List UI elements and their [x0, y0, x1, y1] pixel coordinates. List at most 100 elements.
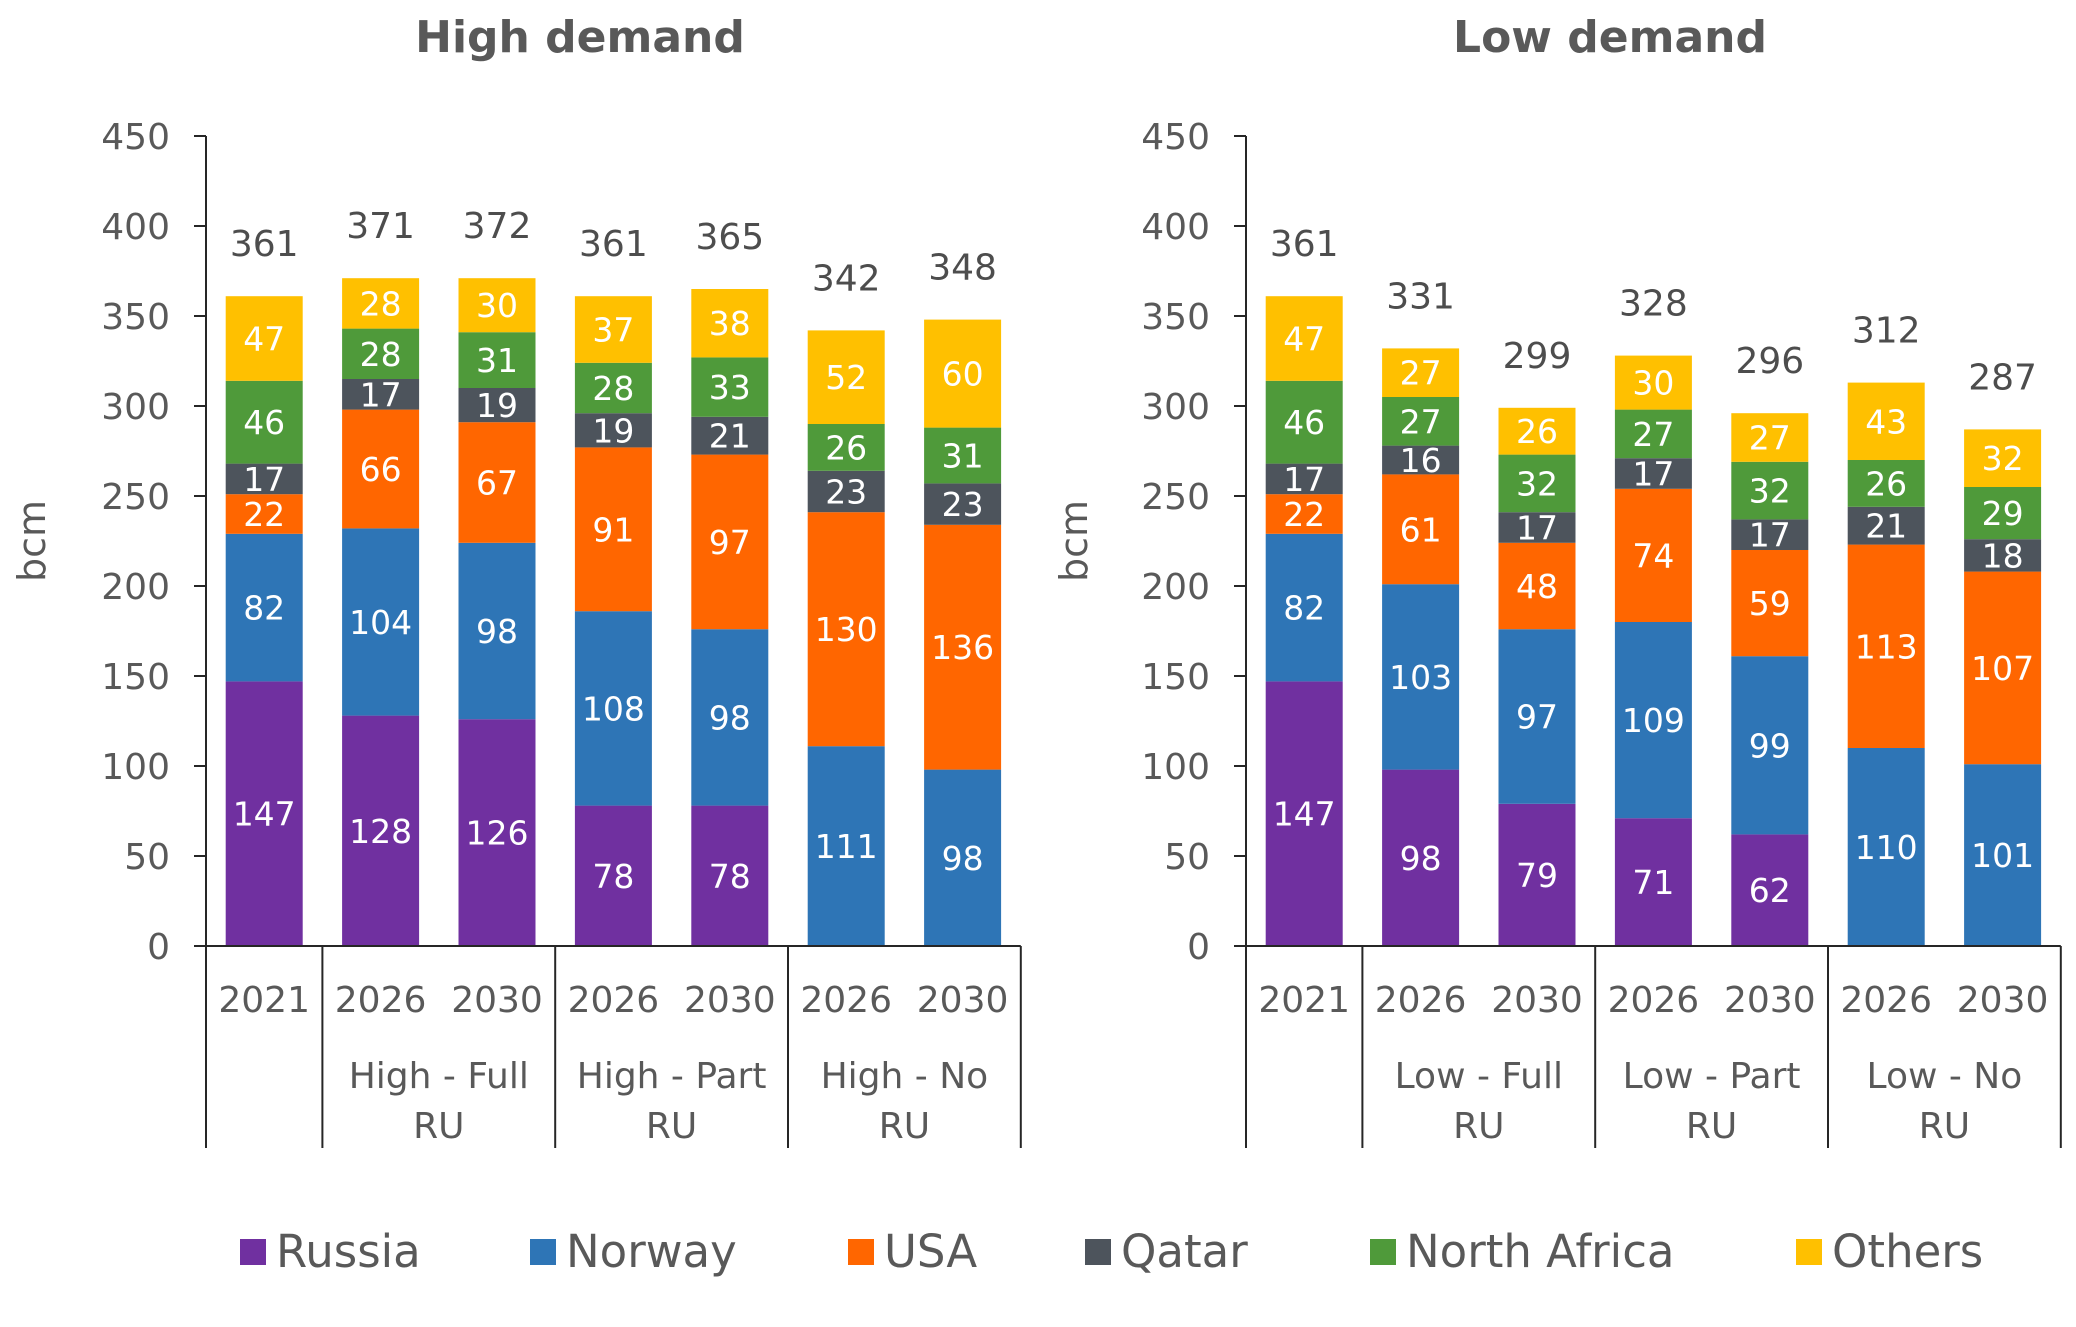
bar-segment-russia	[1498, 803, 1576, 946]
data-label: 97	[1516, 698, 1558, 737]
legend-label: USA	[884, 1225, 978, 1278]
legend-swatch	[1796, 1238, 1822, 1265]
data-label: 59	[1749, 584, 1791, 623]
legend-label: Russia	[276, 1225, 421, 1278]
bar-segment-russia	[225, 681, 303, 946]
total-label: 331	[1386, 276, 1455, 317]
x-tick-label: 2030	[917, 980, 1009, 1021]
data-label: 17	[1632, 455, 1674, 494]
group-label: High - No	[821, 1056, 989, 1097]
bar-segment-usa	[691, 454, 769, 630]
data-label: 47	[1283, 320, 1325, 359]
data-label: 31	[476, 341, 518, 380]
total-label: 342	[812, 258, 881, 299]
data-label: 21	[1865, 507, 1907, 546]
data-label: 110	[1855, 828, 1918, 867]
x-tick-label: 2026	[1840, 980, 1932, 1021]
data-label: 101	[1971, 836, 2034, 875]
group-label: Low - No	[1867, 1056, 2023, 1097]
y-tick-label: 350	[1141, 297, 1210, 338]
group-label: High - Full	[349, 1056, 529, 1097]
x-tick-label: 2030	[1491, 980, 1583, 1021]
data-label: 26	[1865, 464, 1907, 503]
data-label: 30	[1632, 364, 1674, 403]
data-label: 107	[1971, 649, 2034, 688]
y-tick-label: 450	[1141, 117, 1210, 158]
chart-title: High demand	[415, 12, 745, 63]
y-tick-label: 50	[1164, 837, 1210, 878]
data-label: 136	[931, 628, 994, 667]
x-tick-label: 2030	[451, 980, 543, 1021]
y-tick-label: 100	[1141, 747, 1210, 788]
x-tick-label: 2030	[1724, 980, 1816, 1021]
total-label: 371	[346, 206, 415, 247]
legend-item-others: Others	[1796, 1225, 1983, 1278]
data-label: 30	[476, 286, 518, 325]
bar-segment-north-africa	[691, 357, 769, 417]
bar-segment-usa	[342, 409, 420, 529]
data-label: 23	[825, 473, 867, 512]
y-tick-label: 450	[101, 117, 170, 158]
bar-segment-russia	[691, 805, 769, 946]
bar-segment-others	[924, 319, 1002, 428]
bar-segment-norway	[1382, 584, 1460, 770]
bar-segment-russia	[1731, 834, 1809, 946]
bar-segment-usa	[225, 494, 303, 534]
bar-segment-north-africa	[1265, 380, 1343, 464]
bar-segment-norway	[1964, 764, 2042, 946]
legend-swatch	[1085, 1238, 1111, 1265]
data-label: 66	[360, 450, 402, 489]
bar-segment-north-africa	[458, 332, 536, 388]
total-label: 361	[1270, 224, 1339, 265]
data-label: 33	[709, 368, 751, 407]
data-label: 126	[466, 814, 529, 853]
data-label: 29	[1982, 494, 2024, 533]
bar-segment-norway	[1731, 656, 1809, 835]
data-label: 32	[1516, 464, 1558, 503]
bar-segment-others	[691, 289, 769, 358]
data-label: 147	[233, 795, 296, 834]
x-tick-label: 2021	[1258, 980, 1350, 1021]
bar-segment-norway	[342, 528, 420, 716]
bar-segment-north-africa	[574, 362, 652, 414]
data-label: 27	[1400, 354, 1442, 393]
data-label: 98	[476, 612, 518, 651]
legend-item-russia: Russia	[240, 1225, 421, 1278]
y-tick-label: 250	[101, 477, 170, 518]
bar-segment-norway	[1614, 622, 1692, 819]
data-label: 32	[1982, 439, 2024, 478]
bar-segment-usa	[1614, 488, 1692, 622]
data-label: 26	[1516, 412, 1558, 451]
bar-segment-others	[1964, 429, 2042, 487]
data-label: 37	[592, 311, 634, 350]
data-label: 27	[1632, 415, 1674, 454]
bar-segment-north-africa	[1731, 461, 1809, 520]
data-label: 78	[709, 857, 751, 896]
data-label: 48	[1516, 567, 1558, 606]
data-label: 27	[1400, 402, 1442, 441]
bar-segment-north-africa	[807, 424, 885, 471]
chart-panel-1: High demand bcm 0 50 100 150 200 250 300 350 400 45…	[10, 12, 1022, 1148]
y-tick-label: 400	[101, 207, 170, 248]
total-label: 348	[928, 248, 997, 289]
legend: Russia Norway USA Qatar North Africa Others	[0, 1225, 2076, 1295]
data-label: 26	[825, 428, 867, 467]
y-tick-label: 250	[1141, 477, 1210, 518]
chart-panel-2: Low demand bcm 0 50 100 150 200 250 300 350 400 450…	[1052, 12, 2062, 1148]
data-label: 21	[709, 417, 751, 456]
bar-segment-usa	[1265, 494, 1343, 534]
bar-segment-norway	[225, 533, 303, 682]
group-label: Low - Part	[1623, 1056, 1801, 1097]
group-label: RU	[646, 1106, 697, 1147]
bar-segment-others	[1731, 413, 1809, 462]
data-label: 82	[243, 589, 285, 628]
data-label: 27	[1749, 419, 1791, 458]
legend-label: Norway	[566, 1225, 737, 1278]
data-label: 31	[942, 437, 984, 476]
x-tick-label: 2030	[684, 980, 776, 1021]
data-label: 147	[1273, 795, 1336, 834]
data-label: 128	[349, 812, 412, 851]
x-tick-label: 2026	[335, 980, 427, 1021]
